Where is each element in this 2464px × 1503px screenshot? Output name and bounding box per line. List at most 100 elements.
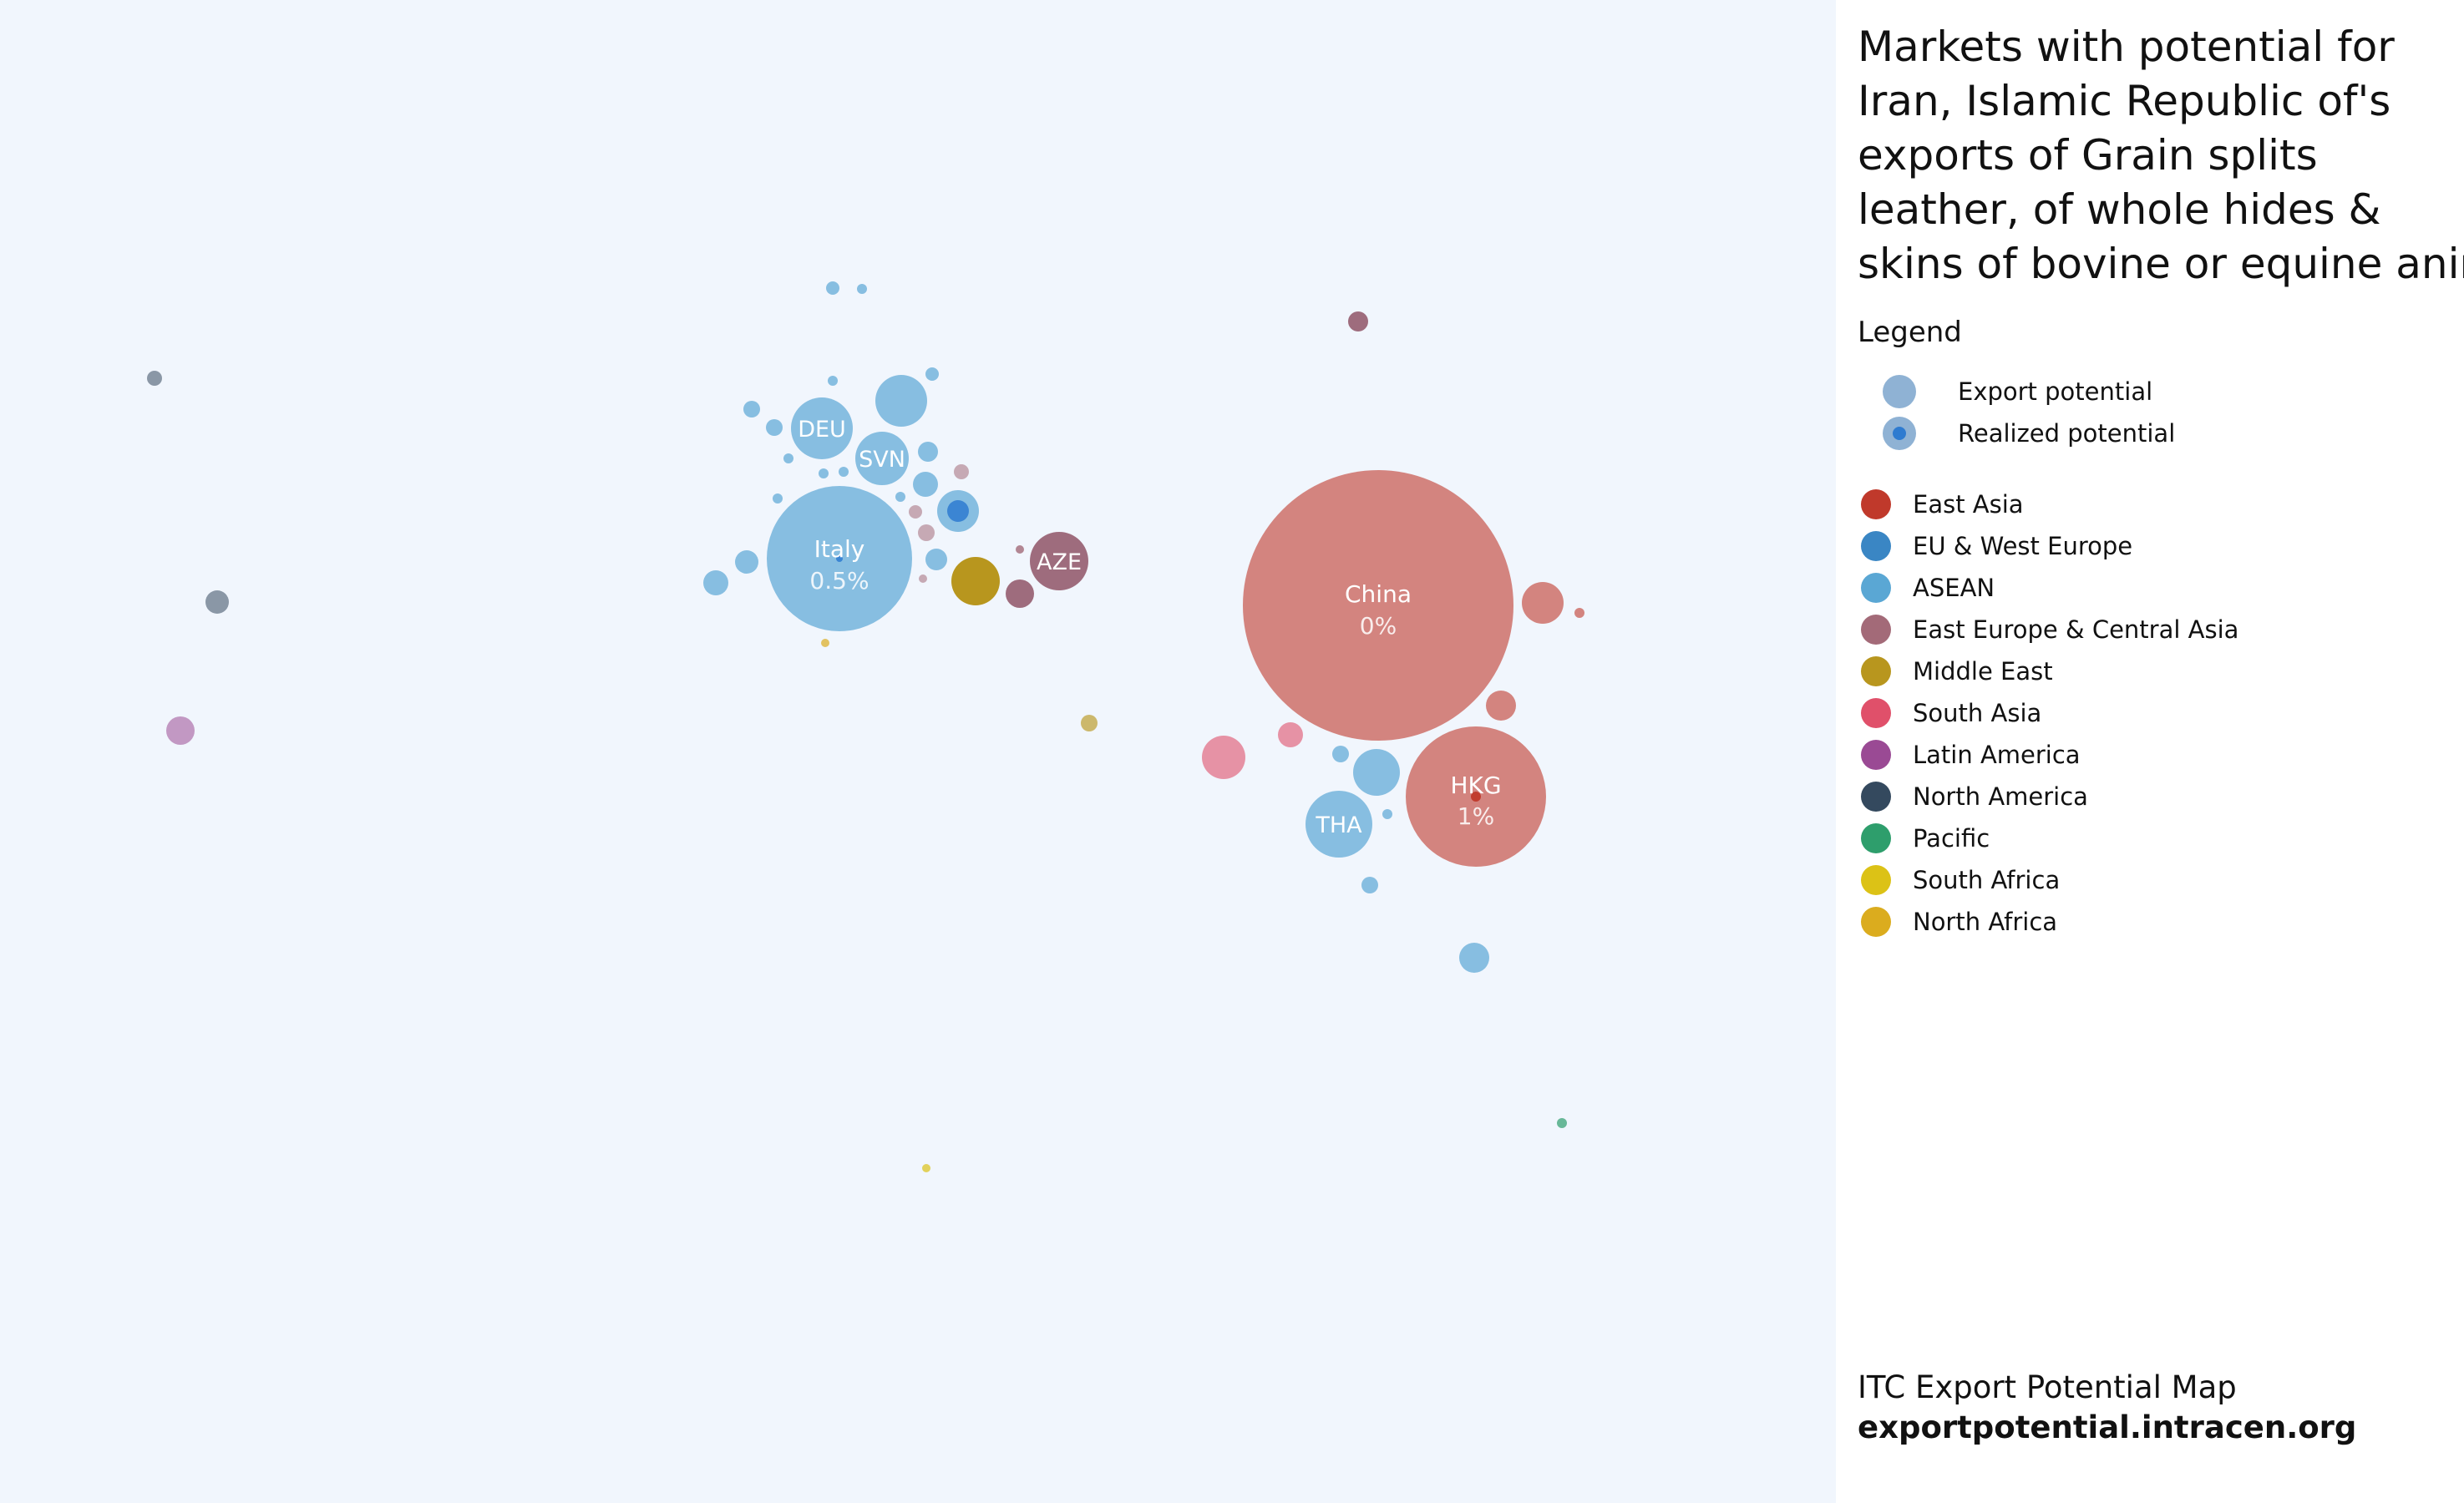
market-bubble[interactable] <box>1202 736 1245 779</box>
legend-label: South Asia <box>1913 699 2042 727</box>
legend-label: South Africa <box>1913 866 2061 894</box>
market-bubble[interactable] <box>951 557 1000 605</box>
market-bubble[interactable] <box>826 281 839 295</box>
panel-title-line: exports of Grain splits <box>1858 131 2318 180</box>
region-color-dot-icon <box>1861 489 1891 519</box>
market-bubble[interactable] <box>1016 545 1024 554</box>
bubble-tha[interactable] <box>1306 791 1372 858</box>
bubble-deu[interactable] <box>791 397 853 459</box>
market-bubble[interactable] <box>1006 579 1034 608</box>
region-color-dot-icon <box>1861 698 1891 728</box>
bubble-china[interactable] <box>1243 470 1513 741</box>
legend-item-realized-potential[interactable]: Realized potential <box>1858 415 2175 452</box>
legend-heading: Legend <box>1858 316 1962 349</box>
legend-label: Latin America <box>1913 741 2081 769</box>
market-bubble[interactable] <box>875 375 927 427</box>
bubble-value-china: 0% <box>1360 612 1397 640</box>
legend-label: Middle East <box>1913 657 2053 686</box>
market-bubble[interactable] <box>828 376 838 386</box>
legend-item-region[interactable]: EU & West Europe <box>1858 528 2132 564</box>
legend-item-region[interactable]: North America <box>1858 778 2088 815</box>
market-bubble[interactable] <box>895 492 905 502</box>
export-potential-dot-icon <box>1883 375 1916 408</box>
info-panel: Markets with potential for Iran, Islamic… <box>1836 0 2464 1503</box>
market-bubble[interactable] <box>954 464 969 479</box>
market-bubble[interactable] <box>918 442 938 462</box>
market-bubble[interactable] <box>1332 746 1349 762</box>
market-bubbles[interactable] <box>147 281 1584 1172</box>
legend-item-region[interactable]: East Asia <box>1858 486 2024 523</box>
market-bubble[interactable] <box>913 472 938 497</box>
legend-item-region[interactable]: East Europe & Central Asia <box>1858 611 2238 648</box>
legend-label: EU & West Europe <box>1913 532 2133 560</box>
market-bubble[interactable] <box>1353 749 1400 796</box>
legend-label: East Europe & Central Asia <box>1913 615 2239 644</box>
market-bubble[interactable] <box>773 493 783 504</box>
market-bubble[interactable] <box>819 468 829 478</box>
panel-title-line: Iran, Islamic Republic of's <box>1858 77 2391 125</box>
bubble-labels: Italy 0.5% DEU SVN AZE China 0% HKG 1% T… <box>798 417 1501 838</box>
market-bubble[interactable] <box>1574 608 1584 618</box>
bubble-aze[interactable] <box>1030 532 1088 590</box>
legend-item-region[interactable]: South Asia <box>1858 695 2041 731</box>
market-bubble[interactable] <box>166 716 195 745</box>
market-bubble[interactable] <box>1557 1118 1567 1128</box>
legend-item-region[interactable]: ASEAN <box>1858 569 1995 606</box>
market-bubble[interactable] <box>735 550 758 574</box>
market-bubble[interactable] <box>922 1164 930 1172</box>
legend-label: Export potential <box>1958 377 2153 406</box>
region-color-dot-icon <box>1861 907 1891 937</box>
realized-potential-dot <box>1471 792 1481 802</box>
legend-item-region[interactable]: South Africa <box>1858 862 2060 898</box>
market-bubble[interactable] <box>925 367 939 381</box>
market-bubble[interactable] <box>918 524 935 541</box>
bubble-label-italy: Italy <box>814 535 865 563</box>
market-bubble[interactable] <box>919 574 927 583</box>
market-bubble[interactable] <box>1522 582 1564 624</box>
legend-label: North Africa <box>1913 908 2058 936</box>
bubble-label-deu: DEU <box>798 417 846 443</box>
market-bubble[interactable] <box>147 371 162 386</box>
region-color-dot-icon <box>1861 782 1891 812</box>
region-color-dot-icon <box>1861 615 1891 645</box>
panel-title-line: leather, of whole hides & <box>1858 185 2381 234</box>
bubble-svn[interactable] <box>855 432 909 485</box>
legend-item-region[interactable]: Middle East <box>1858 653 2053 690</box>
bubble-label-svn: SVN <box>859 447 905 473</box>
legend-item-region[interactable]: North Africa <box>1858 903 2057 940</box>
market-bubble[interactable] <box>909 505 922 519</box>
bubble-map[interactable]: Italy 0.5% DEU SVN AZE China 0% HKG 1% T… <box>0 0 1836 1503</box>
market-bubble[interactable] <box>766 419 783 436</box>
market-bubble[interactable] <box>205 590 229 614</box>
market-bubble[interactable] <box>1348 311 1368 331</box>
region-color-dot-icon <box>1861 573 1891 603</box>
region-color-dot-icon <box>1861 656 1891 686</box>
bubble-map-canvas[interactable]: Italy 0.5% DEU SVN AZE China 0% HKG 1% T… <box>0 0 1836 1503</box>
market-bubble[interactable] <box>839 467 849 477</box>
market-bubble[interactable] <box>1486 691 1516 721</box>
legend-label: Pacific <box>1913 824 1990 853</box>
footer-website-link[interactable]: exportpotential.intracen.org <box>1858 1409 2357 1445</box>
market-bubble[interactable] <box>1081 715 1098 731</box>
legend-item-export-potential[interactable]: Export potential <box>1858 373 2152 410</box>
panel-title-line: Markets with potential for <box>1858 23 2395 71</box>
region-color-dot-icon <box>1861 740 1891 770</box>
market-bubble[interactable] <box>743 401 760 418</box>
legend-item-region[interactable]: Pacific <box>1858 820 1990 857</box>
legend-item-region[interactable]: Latin America <box>1858 736 2081 773</box>
market-bubble[interactable] <box>1278 722 1303 747</box>
footer-app-name: ITC Export Potential Map <box>1858 1369 2237 1405</box>
market-bubble[interactable] <box>857 284 867 294</box>
bubble-value-italy: 0.5% <box>809 567 869 595</box>
legend-label: East Asia <box>1913 490 2024 519</box>
market-bubble[interactable] <box>703 570 728 595</box>
market-bubble[interactable] <box>1459 943 1489 973</box>
realized-potential-dot <box>947 500 969 522</box>
market-bubble[interactable] <box>925 549 947 570</box>
market-bubble[interactable] <box>783 453 793 463</box>
market-bubble[interactable] <box>821 639 829 647</box>
market-bubble[interactable] <box>1382 809 1392 819</box>
bubble-label-hkg: HKG <box>1450 772 1501 799</box>
market-bubble[interactable] <box>1361 877 1378 893</box>
realized-potential-dot <box>836 555 843 562</box>
